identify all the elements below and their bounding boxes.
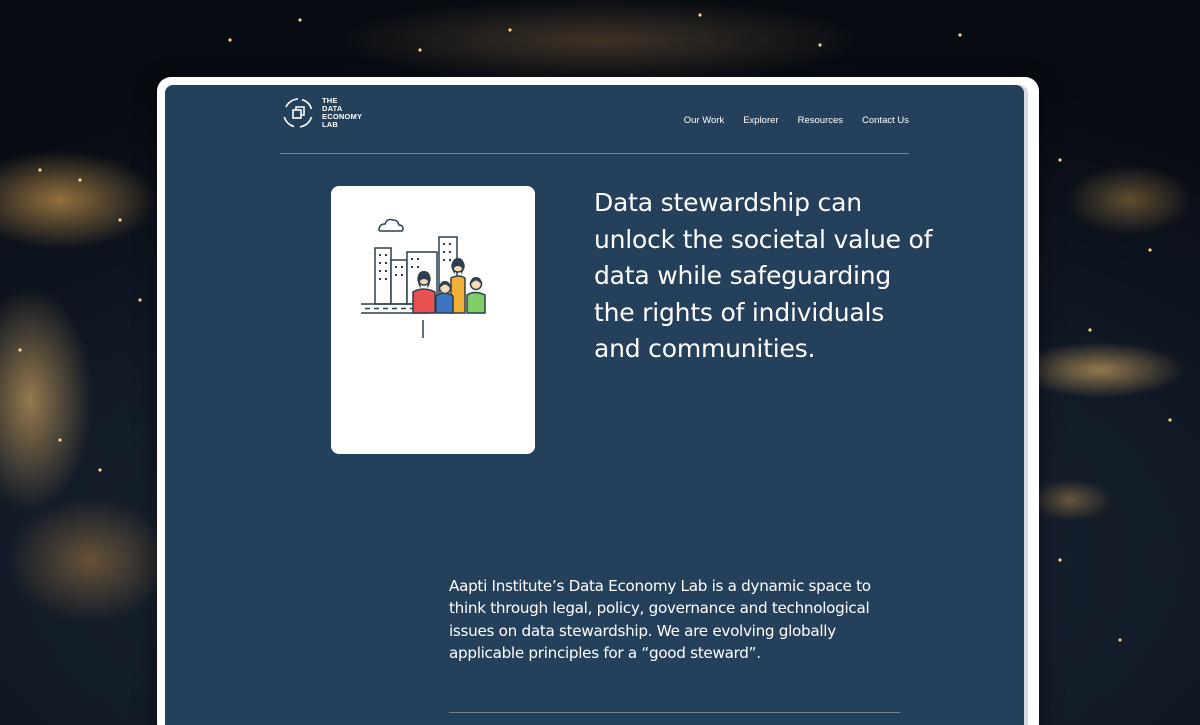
city-and-people-illustration [361,218,486,338]
site-logo-link[interactable]: THE DATA ECONOMY LAB [280,95,362,131]
nav-link-resources[interactable]: Resources [797,115,843,126]
person-yellow [450,275,466,314]
section-divider [449,712,900,713]
person-green [466,291,486,314]
webpage: THE DATA ECONOMY LAB Our Work Explorer R… [165,85,1024,725]
browser-frame: THE DATA ECONOMY LAB Our Work Explorer R… [157,77,1039,725]
nav-link-contact-us[interactable]: Contact Us [862,115,909,126]
nav-link-our-work[interactable]: Our Work [683,115,725,126]
hero-image-card [331,186,535,454]
logo-wordmark: THE DATA ECONOMY LAB [322,95,363,130]
building-shape [390,259,408,305]
main-nav: Our Work Explorer Resources Contact Us [684,115,909,126]
logo-line: THE [322,95,338,105]
logo-line: DATA [322,103,343,113]
person-red [412,288,436,314]
nav-link-explorer[interactable]: Explorer [743,115,779,126]
logo-line: LAB [322,120,339,130]
site-header: THE DATA ECONOMY LAB Our Work Explorer R… [280,93,909,154]
logo-line: ECONOMY [322,112,363,121]
cloud-icon [378,218,404,232]
intro-paragraph: Aapti Institute’s Data Economy Lab is a … [449,577,871,662]
person-blue [435,292,454,314]
hero-heading: Data stewardship can unlock the societal… [594,188,933,363]
data-economy-lab-logo-icon [283,98,313,128]
building-shape [374,247,392,305]
